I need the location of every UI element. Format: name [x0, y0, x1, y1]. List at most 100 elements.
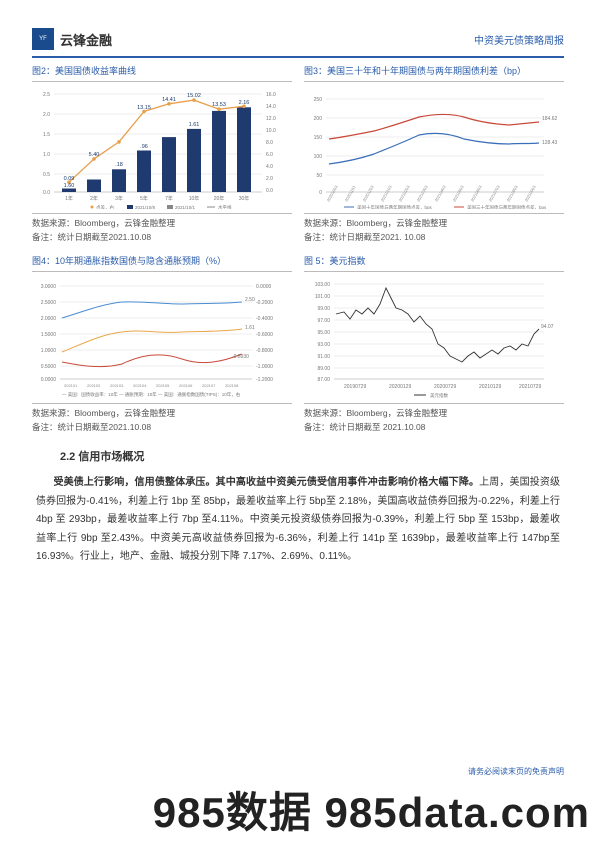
svg-text:202101: 202101 — [64, 383, 78, 388]
svg-text:0.5: 0.5 — [43, 172, 50, 178]
svg-text:20190729: 20190729 — [344, 384, 366, 390]
svg-text:202108: 202108 — [225, 383, 239, 388]
svg-text:6.0: 6.0 — [266, 152, 273, 158]
svg-text:2021/10/1: 2021/10/1 — [175, 205, 196, 209]
svg-text:3.0000: 3.0000 — [41, 284, 57, 290]
svg-text:20200729: 20200729 — [434, 384, 456, 390]
footer-disclaimer: 请务必阅读末页的免责声明 — [0, 766, 596, 779]
svg-text:50: 50 — [316, 173, 322, 179]
section-body-bold: 受美债上行影响，信用债整体承压。其中高收益中资美元债受信用事件冲击影响价格大幅下… — [53, 477, 479, 488]
chart2-plot: 2.5 2.0 1.5 1.0 0.5 0.0 16.0 14.0 12.0 1… — [32, 84, 292, 209]
svg-text:-0.8000: -0.8000 — [256, 348, 273, 354]
chart3-source-text: 数据来源：Bloomberg，云锋金融整理 — [304, 217, 564, 231]
svg-text:202104: 202104 — [133, 383, 147, 388]
svg-text:水平线: 水平线 — [218, 204, 232, 209]
svg-text:12.0: 12.0 — [266, 116, 276, 122]
svg-text:1.5: 1.5 — [43, 132, 50, 138]
chart5-cell: 图 5：美元指数 103.00 101.00 — [304, 252, 564, 434]
svg-text:202105: 202105 — [156, 383, 170, 388]
chart2-source: 数据来源：Bloomberg，云锋金融整理 备注：统计日期截至2021.10.0… — [32, 213, 292, 244]
svg-text:14.41: 14.41 — [162, 97, 176, 103]
svg-text:202103: 202103 — [110, 383, 124, 388]
svg-text:2.5000: 2.5000 — [41, 300, 57, 306]
svg-text:20210303: 20210303 — [416, 184, 430, 203]
svg-text:0.09: 0.09 — [64, 176, 75, 182]
svg-text:87.00: 87.00 — [317, 377, 330, 383]
chart4-plot: 3.0000 2.5000 2.0000 1.5000 1.0000 0.500… — [32, 274, 292, 399]
svg-text:150: 150 — [314, 135, 323, 141]
chart4-source-text: 数据来源：Bloomberg，云锋金融整理 — [32, 407, 292, 421]
chart5-plot: 103.00 101.00 99.00 97.00 95.00 93.00 91… — [304, 274, 564, 399]
svg-text:20210903: 20210903 — [524, 184, 538, 203]
svg-text:202107: 202107 — [202, 383, 216, 388]
svg-text:0: 0 — [319, 190, 322, 196]
svg-text:10.0: 10.0 — [266, 128, 276, 134]
svg-text:美国三十年国债与两年期国债点差，bps: 美国三十年国债与两年期国债点差，bps — [467, 204, 547, 209]
chart4-source: 数据来源：Bloomberg，云锋金融整理 备注：统计日期截至2021.10.0… — [32, 403, 292, 434]
svg-text:250: 250 — [314, 97, 323, 103]
chart4-note-text: 备注：统计日期截至2021.10.08 — [32, 421, 292, 435]
header-rule — [32, 56, 564, 58]
svg-text:1.61: 1.61 — [245, 325, 255, 331]
svg-text:20年: 20年 — [214, 195, 225, 202]
svg-text:16.0: 16.0 — [266, 92, 276, 98]
svg-text:184.62: 184.62 — [542, 116, 558, 122]
svg-text:20210729: 20210729 — [519, 384, 541, 390]
svg-text:点差，右: 点差，右 — [96, 204, 114, 209]
svg-text:-1.0000: -1.0000 — [256, 364, 273, 370]
svg-text:1.0000: 1.0000 — [41, 348, 57, 354]
svg-text:13.15: 13.15 — [137, 105, 151, 111]
page-header: YF 云锋金融 中资美元债策略周报 — [32, 28, 564, 50]
section-heading: 2.2 信用市场概况 — [60, 448, 564, 464]
svg-text:-0.8930: -0.8930 — [232, 354, 249, 360]
svg-text:103.00: 103.00 — [315, 282, 331, 288]
chart4-cell: 图4：10年期通胀指数国债与隐含通胀预期（%） 3.0000 2.5000 2.… — [32, 252, 292, 434]
chart2-note-text: 备注：统计日期截至2021.10.08 — [32, 231, 292, 245]
svg-text:202102: 202102 — [87, 383, 101, 388]
svg-text:94.07: 94.07 — [541, 324, 554, 330]
svg-text:20210129: 20210129 — [479, 384, 501, 390]
chart3-plot: 250 200 150 100 50 0 184.62 128.43 20201… — [304, 84, 564, 209]
svg-text:-0.4000: -0.4000 — [256, 316, 273, 322]
svg-text:2021/10/8: 2021/10/8 — [135, 205, 156, 209]
svg-text:2.0000: 2.0000 — [41, 316, 57, 322]
svg-text:10年: 10年 — [189, 195, 200, 202]
svg-text:3年: 3年 — [115, 195, 123, 202]
svg-text:8.0: 8.0 — [266, 140, 273, 146]
svg-text:15.02: 15.02 — [187, 93, 201, 99]
svg-text:99.00: 99.00 — [317, 306, 330, 312]
svg-text:5.40: 5.40 — [89, 152, 100, 158]
svg-text:.18: .18 — [115, 162, 123, 168]
svg-text:1.5000: 1.5000 — [41, 332, 57, 338]
watermark: 985数据 985data.com — [0, 779, 596, 842]
svg-text:2.5: 2.5 — [43, 92, 50, 98]
svg-text:95.00: 95.00 — [317, 330, 330, 336]
svg-text:14.0: 14.0 — [266, 104, 276, 110]
svg-text:-0.2000: -0.2000 — [256, 300, 273, 306]
svg-text:93.00: 93.00 — [317, 342, 330, 348]
svg-text:101.00: 101.00 — [315, 294, 331, 300]
page-footer: 请务必阅读末页的免责声明 985数据 985data.com — [0, 766, 596, 842]
svg-text:4.0: 4.0 — [266, 164, 273, 170]
svg-text:2.50: 2.50 — [245, 297, 255, 303]
svg-text:7年: 7年 — [165, 195, 173, 202]
svg-text:5年: 5年 — [140, 195, 148, 202]
section-body-rest: 上周，美国投资级债券回报为-0.41%，利差上行 1bp 至 85bp，最差收益… — [36, 477, 560, 562]
svg-text:1.61: 1.61 — [189, 122, 200, 128]
section-body: 受美债上行影响，信用债整体承压。其中高收益中资美元债受信用事件冲击影响价格大幅下… — [32, 474, 564, 567]
svg-text:-0.6000: -0.6000 — [256, 332, 273, 338]
svg-text:1.60: 1.60 — [64, 183, 75, 189]
svg-text:-1.2000: -1.2000 — [256, 377, 273, 383]
logo-text: 云锋金融 — [60, 30, 112, 49]
svg-text:20210803: 20210803 — [506, 184, 520, 203]
chart3-cell: 图3：美国三十年和十年期国债与两年期国债利差（bp） 250 200 150 1… — [304, 62, 564, 244]
svg-text:20210603: 20210603 — [470, 184, 484, 203]
svg-text:128.43: 128.43 — [542, 140, 558, 146]
svg-text:100: 100 — [314, 154, 323, 160]
svg-text:20210503: 20210503 — [452, 184, 466, 203]
svg-text:20210203: 20210203 — [398, 184, 412, 203]
svg-text:2.16: 2.16 — [239, 100, 250, 106]
svg-text:0.0: 0.0 — [43, 190, 50, 196]
svg-text:200: 200 — [314, 116, 323, 122]
logo: YF 云锋金融 — [32, 28, 112, 50]
